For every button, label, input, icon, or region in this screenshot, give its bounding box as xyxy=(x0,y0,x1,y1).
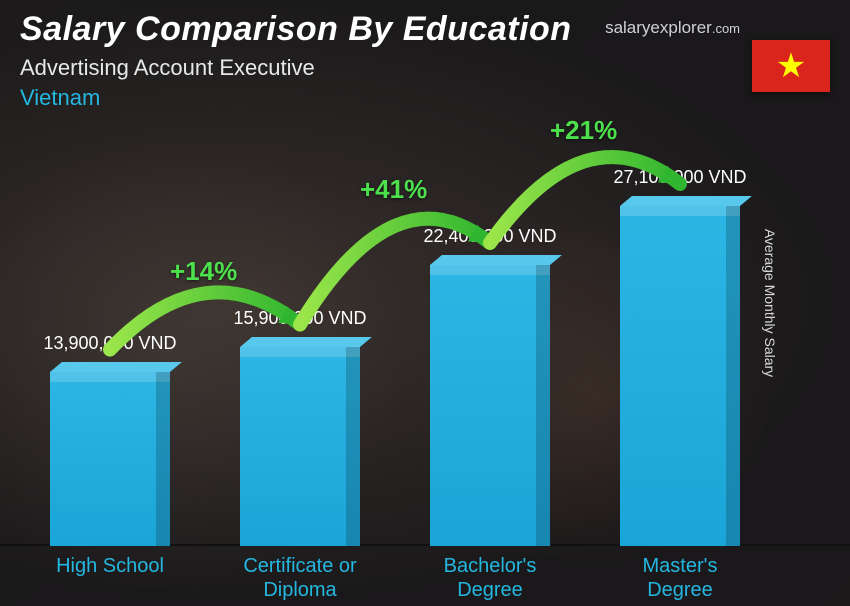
infographic-container: Salary Comparison By Education Advertisi… xyxy=(0,0,850,606)
brand-suffix: .com xyxy=(712,21,740,36)
brand-name: salaryexplorer xyxy=(605,18,712,37)
flag-star-icon: ★ xyxy=(776,49,806,83)
bar-label: Bachelor'sDegree xyxy=(400,554,580,602)
increment-percent: +21% xyxy=(550,115,617,146)
bar-label: Certificate orDiploma xyxy=(210,554,390,602)
bar-chart: 13,900,000 VNDHigh School15,900,000 VNDC… xyxy=(30,150,800,546)
increment-arrow xyxy=(30,150,830,546)
bar-label: High School xyxy=(20,554,200,578)
chart-subtitle: Advertising Account Executive xyxy=(20,55,830,81)
brand-watermark: salaryexplorer.com xyxy=(605,18,740,38)
bar-label: Master'sDegree xyxy=(590,554,770,602)
chart-country: Vietnam xyxy=(20,85,830,111)
country-flag: ★ xyxy=(752,40,830,92)
